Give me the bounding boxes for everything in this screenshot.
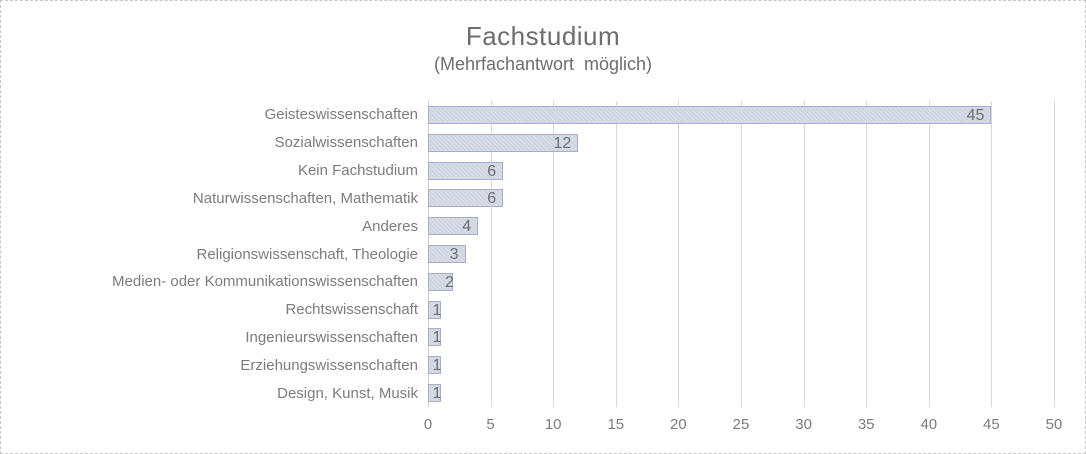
x-axis-tick-label: 40 xyxy=(920,416,938,433)
category-label: Ingenieurswissenschaften xyxy=(245,328,418,346)
category-label: Sozialwissenschaften xyxy=(274,134,418,152)
data-label: 2 xyxy=(445,273,454,291)
x-axis-tick-label: 50 xyxy=(1045,416,1063,433)
gridline xyxy=(1054,101,1055,407)
category-label: Medien- oder Kommunikationswissenschafte… xyxy=(112,273,418,291)
data-label: 1 xyxy=(432,385,442,403)
chart-title: Fachstudium xyxy=(465,21,621,51)
bar xyxy=(428,245,466,263)
bar xyxy=(428,189,504,208)
x-axis-tick-label: 45 xyxy=(983,416,1000,433)
gridline xyxy=(678,101,680,407)
bar xyxy=(428,328,441,347)
x-axis-tick-label: 25 xyxy=(732,416,750,433)
bar xyxy=(428,300,441,319)
x-axis-tick-label: 20 xyxy=(670,416,687,433)
gridline xyxy=(490,101,492,407)
bar xyxy=(428,133,579,152)
category-label: Anderes xyxy=(362,217,418,235)
x-axis-tick-label: 10 xyxy=(544,416,562,433)
gridline xyxy=(866,101,868,407)
data-label: 4 xyxy=(462,218,472,236)
x-axis-tick-label: 15 xyxy=(607,416,625,433)
data-label: 45 xyxy=(966,106,985,124)
bar xyxy=(428,272,454,291)
x-axis-tick-label: 30 xyxy=(795,416,812,433)
gridline xyxy=(928,101,930,407)
gridline xyxy=(991,101,993,407)
data-label: 1 xyxy=(432,357,442,375)
bar xyxy=(428,384,441,403)
category-label: Design, Kunst, Musik xyxy=(277,384,418,402)
category-label: Erziehungswissenschaften xyxy=(240,356,418,374)
bar xyxy=(428,161,504,180)
gridline xyxy=(741,101,742,407)
bar xyxy=(428,105,992,124)
category-label: Kein Fachstudium xyxy=(297,162,418,180)
data-label: 6 xyxy=(487,162,497,180)
gridline xyxy=(615,101,617,407)
bar xyxy=(428,217,479,236)
data-label: 1 xyxy=(432,301,442,319)
chart-subtitle: (Mehrfachantwort möglich) xyxy=(433,54,653,74)
data-label: 6 xyxy=(487,190,497,208)
gridline xyxy=(553,101,555,407)
category-label: Rechtswissenschaft xyxy=(285,301,418,319)
x-axis-tick-label: 5 xyxy=(486,416,495,433)
x-axis-tick-label: 0 xyxy=(423,416,433,433)
bar xyxy=(428,356,441,375)
x-axis-tick-label: 35 xyxy=(857,416,875,433)
data-label: 1 xyxy=(432,329,442,347)
data-label: 3 xyxy=(449,246,459,263)
category-label: Naturwissenschaften, Mathematik xyxy=(192,189,418,207)
data-label: 12 xyxy=(553,134,572,152)
category-label: Religionswissenschaft, Theologie xyxy=(196,245,418,263)
gridline xyxy=(803,101,805,407)
category-label: Geisteswissenschaften xyxy=(264,106,418,124)
